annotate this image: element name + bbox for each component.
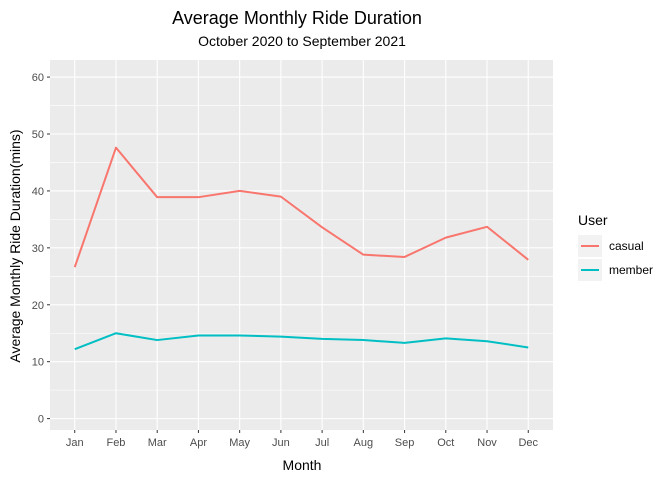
x-tick-label: Jul xyxy=(315,437,329,449)
legend-title: User xyxy=(578,212,608,228)
x-tick-label: Jun xyxy=(272,437,290,449)
legend-label-casual: casual xyxy=(609,239,644,253)
y-tick-label: 0 xyxy=(38,414,44,426)
y-tick-label: 20 xyxy=(32,300,44,312)
y-axis-title: Average Monthly Ride Duration(mins) xyxy=(7,129,23,362)
x-axis-title: Month xyxy=(283,457,322,473)
y-axis-ticks: 0 10 20 30 40 50 60 xyxy=(32,72,50,426)
y-tick-label: 60 xyxy=(32,72,44,84)
chart-title: Average Monthly Ride Duration xyxy=(172,8,422,28)
x-tick-label: Nov xyxy=(477,437,497,449)
x-tick-label: Feb xyxy=(106,437,125,449)
x-tick-label: Dec xyxy=(518,437,538,449)
series-line-casual xyxy=(73,146,529,268)
legend-items: casual member xyxy=(578,235,653,281)
y-tick-label: 50 xyxy=(32,129,44,141)
x-tick-label: Oct xyxy=(437,437,454,449)
y-tick-label: 30 xyxy=(32,243,44,255)
x-tick-label: Apr xyxy=(190,437,207,449)
major-gridlines xyxy=(50,60,553,430)
x-tick-label: Mar xyxy=(148,437,167,449)
y-tick-label: 40 xyxy=(32,186,44,198)
legend-label-member: member xyxy=(609,263,653,277)
series-line-member xyxy=(74,332,529,351)
y-tick-label: 10 xyxy=(32,357,44,369)
plot-panel xyxy=(50,60,553,430)
chart-subtitle: October 2020 to September 2021 xyxy=(198,33,406,49)
legend: User casual member xyxy=(578,212,653,281)
x-axis-ticks: Jan Feb Mar Apr May Jun Jul Aug Sep Oct Nov Dec xyxy=(66,430,539,449)
x-tick-label: Jan xyxy=(66,437,84,449)
x-tick-label: Sep xyxy=(395,437,415,449)
series-lines xyxy=(73,146,529,351)
x-tick-label: Aug xyxy=(354,437,374,449)
x-tick-label: May xyxy=(229,437,250,449)
minor-gridlines xyxy=(50,105,553,391)
